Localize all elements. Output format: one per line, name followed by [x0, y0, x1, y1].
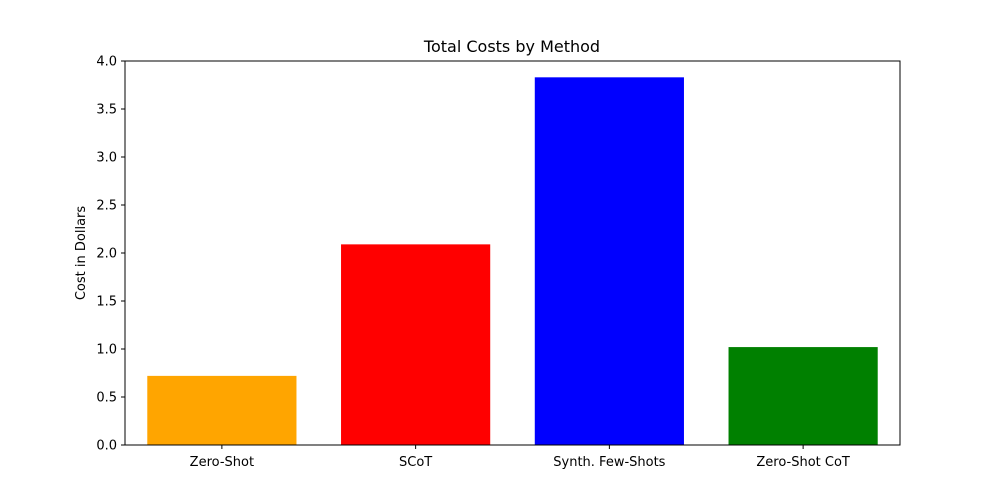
x-tick-label-1: SCoT	[399, 455, 432, 470]
bar-1	[341, 244, 491, 445]
y-axis-ticks: 0.0 0.5 1.0 1.5 2.0 2.5 3.0 3.5 4.0	[96, 55, 125, 454]
bar-3	[728, 347, 878, 445]
y-tick-label-5: 2.5	[96, 199, 117, 214]
x-tick-label-2: Synth. Few-Shots	[553, 455, 665, 470]
y-tick-label-8: 4.0	[96, 55, 117, 70]
y-tick-label-4: 2.0	[96, 247, 117, 262]
y-tick-label-2: 1.0	[96, 343, 117, 358]
y-tick-label-0: 0.0	[96, 439, 117, 454]
bars-group	[147, 77, 878, 445]
y-tick-label-7: 3.5	[96, 103, 117, 118]
y-tick-label-1: 0.5	[96, 391, 117, 406]
plot-frame	[124, 60, 901, 446]
x-axis-ticks: Zero-Shot SCoT Synth. Few-Shots Zero-Shot C…	[190, 445, 850, 470]
x-tick-label-3: Zero-Shot CoT	[756, 455, 850, 470]
bar-0	[147, 375, 297, 445]
y-tick-label-3: 1.5	[96, 295, 117, 310]
bar-2	[534, 77, 684, 445]
y-axis-label: Cost in Dollars	[74, 206, 89, 301]
x-tick-label-0: Zero-Shot	[190, 455, 254, 470]
y-tick-label-6: 3.0	[96, 151, 117, 166]
chart-title: Total Costs by Method	[423, 37, 600, 56]
